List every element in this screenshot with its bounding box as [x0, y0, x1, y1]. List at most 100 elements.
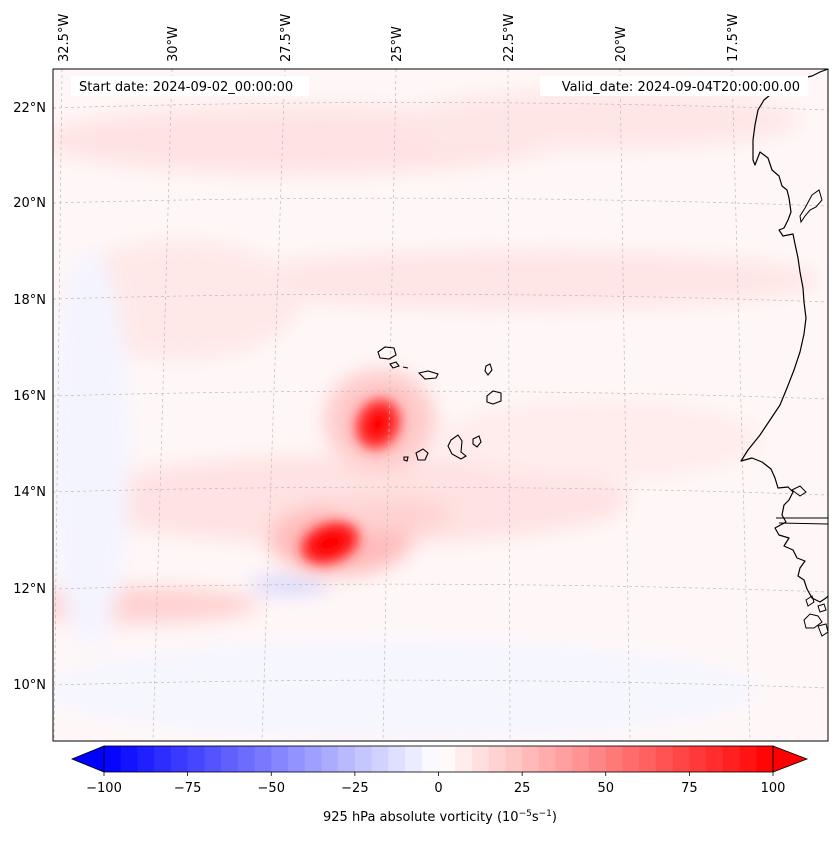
start-date-box — [71, 76, 309, 96]
vortex-cores — [300, 398, 401, 565]
colorbar-bin — [572, 746, 590, 772]
island-santa-luzia — [402, 366, 409, 369]
south-weak-negative — [53, 640, 760, 740]
meridian-22-5w — [507, 69, 511, 741]
lat-label-18n: 18°N — [13, 293, 46, 308]
weak-vorticity-patches — [53, 90, 820, 740]
parallel-10n — [53, 679, 828, 689]
meridian-32-5w — [53, 69, 63, 741]
colorbar-bin — [104, 746, 122, 772]
cap-vert-peninsula — [791, 485, 807, 497]
bijagos-island-3 — [803, 613, 823, 629]
island-santo-antao — [377, 346, 397, 360]
colorbar-tick-label: 75 — [681, 781, 698, 796]
lat-label-14n: 14°N — [13, 485, 46, 500]
colorbar-min-extend — [70, 745, 105, 773]
colorbar-bin — [488, 746, 506, 772]
colorbar-label-end: ) — [552, 810, 557, 825]
colorbar-bins — [104, 746, 774, 772]
lat-label-10n: 10°N — [13, 678, 46, 693]
colorbar-tick-label: 25 — [514, 781, 531, 796]
colorbar-label-exp2: −1 — [539, 809, 552, 819]
colorbar-bin — [706, 746, 724, 772]
longitude-labels: 32.5°W 30°W 27.5°W 25°W 22.5°W 20°W 17.5… — [57, 14, 741, 62]
island-sal — [484, 363, 493, 376]
colorbar-label: 925 hPa absolute vorticity (10−5s−1) — [323, 809, 557, 825]
colorbar-bin — [354, 746, 373, 772]
lat-label-16n: 16°N — [13, 389, 46, 404]
graticule — [53, 69, 828, 741]
colorbar-bin — [471, 746, 490, 772]
colorbar: −100 −75 −50 −25 0 25 50 75 100 925 hPa absolute… — [70, 745, 809, 825]
lon-label-17-5w: 17.5°W — [726, 14, 741, 62]
colorbar-bin — [522, 746, 540, 772]
colorbar-tick-label: −25 — [341, 781, 368, 796]
lat-label-20n: 20°N — [13, 196, 46, 211]
colorbar-bin — [271, 746, 289, 772]
west-weak-negative — [53, 250, 130, 650]
vortex-1-center — [365, 408, 391, 440]
colorbar-bin — [120, 746, 138, 772]
parallel-16n — [53, 390, 828, 400]
valid-date-label: Valid_date: 2024-09-04T20:00:00.00 — [562, 80, 800, 95]
colorbar-label-mid: s — [532, 810, 539, 825]
colorbar-bin — [287, 746, 306, 772]
african-coastline — [740, 69, 828, 603]
map-frame — [52, 68, 829, 742]
lon-label-22-5w: 22.5°W — [502, 14, 517, 62]
island-santiago — [447, 434, 467, 460]
colorbar-bin — [187, 746, 205, 772]
colorbar-bin — [170, 746, 189, 772]
colorbar-bin — [639, 746, 657, 772]
colorbar-bin — [622, 746, 640, 772]
colorbar-tick-label: −75 — [174, 781, 201, 796]
colorbar-max-extend — [772, 745, 809, 773]
north-east-band — [400, 90, 800, 150]
colorbar-tick-label: −50 — [258, 781, 285, 796]
colorbar-label-main: 925 hPa absolute vorticity (10 — [323, 810, 519, 825]
east-patch — [440, 400, 760, 480]
meridian-20w — [619, 69, 631, 741]
colorbar-bin — [405, 746, 423, 772]
colorbar-bin — [204, 746, 222, 772]
colorbar-bin — [388, 746, 406, 772]
cape-verde-islands — [377, 346, 502, 462]
vortex-2-center — [312, 530, 348, 556]
colorbar-bin — [555, 746, 573, 772]
parallel-20n — [53, 197, 828, 207]
colorbar-bin — [455, 746, 473, 772]
mid-band — [220, 250, 820, 310]
colorbar-bin — [722, 746, 741, 772]
bijagos-island-2 — [817, 603, 827, 613]
bijagos-island-4 — [817, 623, 828, 637]
colorbar-ticks: −100 −75 −50 −25 0 25 50 75 100 — [86, 772, 785, 796]
colorbar-bin — [505, 746, 523, 772]
colorbar-bin — [254, 746, 272, 772]
lat-label-12n: 12°N — [13, 582, 46, 597]
map-background — [53, 69, 828, 741]
latitude-labels: 22°N 20°N 18°N 16°N 14°N 12°N 10°N — [13, 101, 46, 693]
vortex-2-tail — [330, 497, 450, 533]
banc-d-arguin — [799, 189, 823, 224]
colorbar-bin — [137, 746, 155, 772]
parallel-18n — [53, 293, 828, 303]
colorbar-bin — [237, 746, 256, 772]
colorbar-bin — [421, 746, 439, 772]
meridian-27-5w — [261, 69, 286, 741]
start-date-label: Start date: 2024-09-02_00:00:00 — [79, 80, 293, 95]
island-maio — [472, 435, 482, 448]
colorbar-bin — [321, 746, 339, 772]
colorbar-bin — [438, 746, 456, 772]
lat-label-22n: 22°N — [13, 101, 46, 116]
meridian-30w — [152, 69, 173, 741]
parallel-12n — [53, 583, 828, 593]
colorbar-bin — [739, 746, 757, 772]
colorbar-tick-label: −100 — [86, 781, 122, 796]
island-brava — [403, 456, 409, 462]
colorbar-tick-label: 100 — [761, 781, 786, 796]
colorbar-label-exp1: −5 — [519, 809, 532, 819]
lon-label-20w: 20°W — [614, 26, 629, 62]
gambia-river-south — [778, 522, 828, 525]
